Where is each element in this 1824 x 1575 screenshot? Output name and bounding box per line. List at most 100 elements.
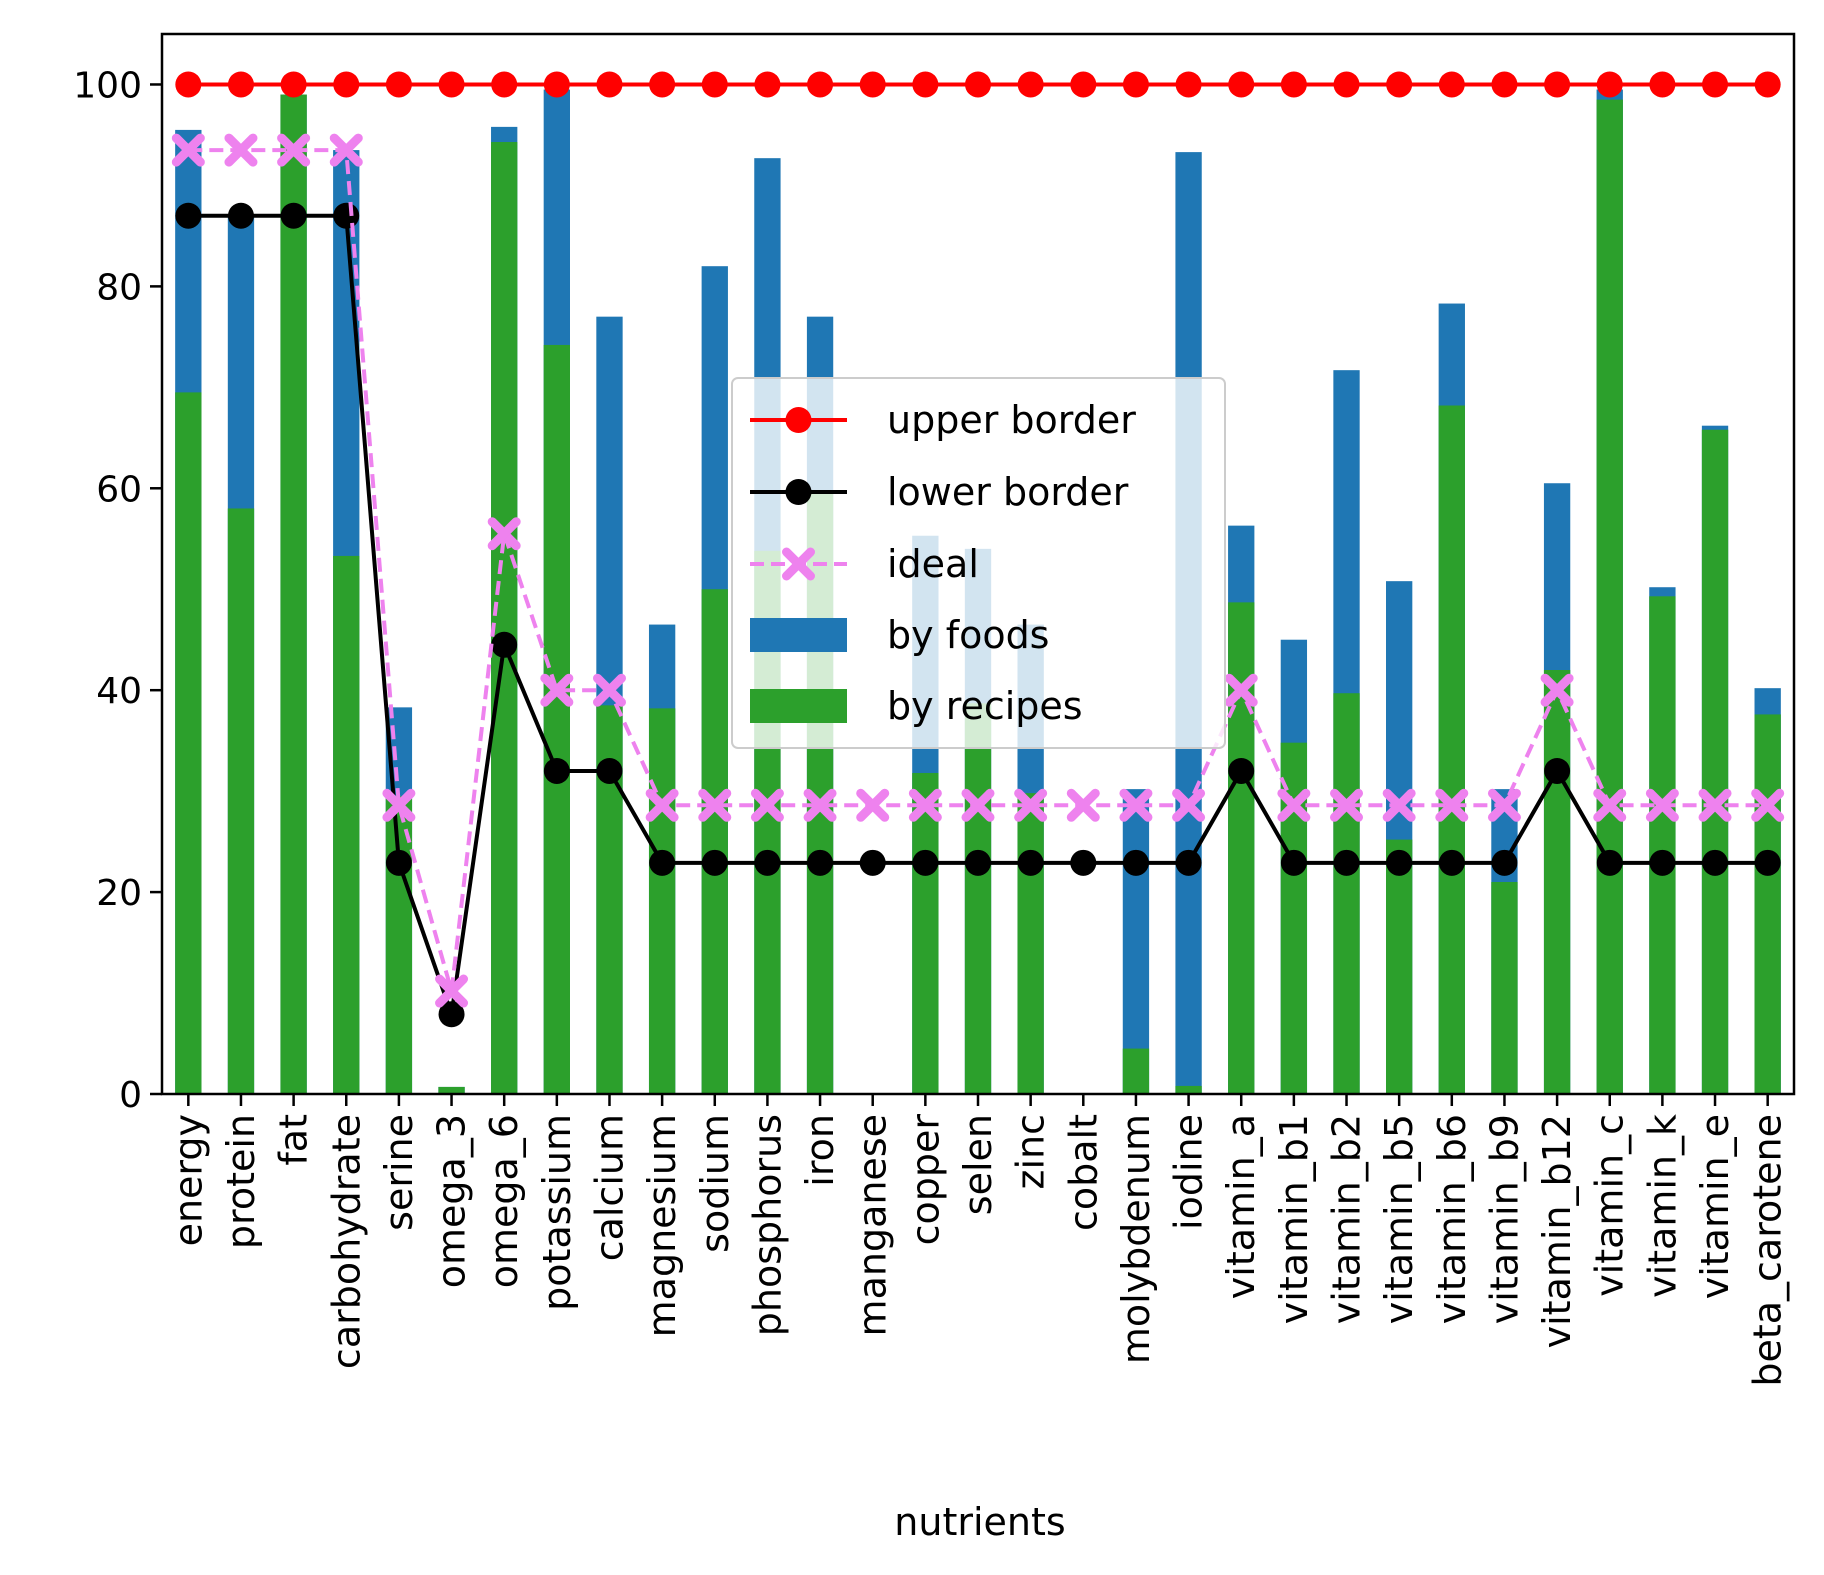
x-tick-label-energy: energy [166, 1114, 210, 1246]
x-tick-label-beta_carotene: beta_carotene [1746, 1114, 1790, 1387]
point-ideal-vitamin_b5 [1382, 788, 1416, 822]
point-lower-border-iron [807, 849, 834, 876]
legend-handle-marker-lower-border [785, 479, 812, 505]
point-lower-border-vitamin_k [1649, 849, 1676, 876]
point-ideal-zinc [1014, 788, 1048, 822]
y-tick-label-0: 0 [119, 1075, 142, 1116]
x-tick-label-sodium: sodium [693, 1114, 737, 1253]
legend-label-ideal: ideal [887, 542, 979, 586]
point-ideal-vitamin_e [1698, 788, 1732, 822]
x-tick-label-protein: protein [219, 1114, 263, 1249]
point-ideal-vitamin_b2 [1330, 788, 1364, 822]
point-upper-border-vitamin_b2 [1333, 71, 1360, 98]
point-lower-border-phosphorus [754, 849, 781, 876]
point-lower-border-vitamin_b12 [1544, 757, 1571, 784]
point-ideal-vitamin_b12 [1540, 673, 1574, 707]
legend-handle-marker-ideal [782, 547, 815, 581]
point-upper-border-manganese [859, 71, 886, 98]
point-upper-border-cobalt [1070, 71, 1097, 98]
x-tick-label-vitamin_b12: vitamin_b12 [1535, 1114, 1579, 1348]
point-ideal-phosphorus [750, 788, 784, 822]
point-upper-border-phosphorus [754, 71, 781, 98]
point-lower-border-sodium [701, 849, 728, 876]
y-tick-label-60: 60 [96, 469, 142, 510]
x-tick-label-molybdenum: molybdenum [1114, 1114, 1158, 1364]
legend-label-lower-border: lower border [887, 470, 1129, 514]
bars-layer [175, 89, 1781, 1095]
bar-by-recipes-selen [964, 703, 992, 1094]
point-ideal-potassium [540, 673, 574, 707]
point-upper-border-selen [965, 71, 991, 98]
legend-handle-marker-upper-border [785, 407, 812, 433]
bar-by-recipes-iodine [1175, 1085, 1202, 1094]
lines-layer [171, 71, 1785, 1028]
point-lower-border-energy [175, 202, 202, 229]
bar-by-recipes-carbohydrate [333, 555, 360, 1094]
point-ideal-omega_3 [435, 974, 469, 1008]
x-tick-label-vitamin_b1: vitamin_b1 [1272, 1114, 1316, 1324]
point-upper-border-vitamin_b12 [1544, 71, 1571, 98]
x-tick-label-vitamin_e: vitamin_e [1693, 1114, 1737, 1299]
bar-by-recipes-vitamin_b12 [1543, 670, 1571, 1094]
legend: upper border lower border ideal by foods by … [731, 377, 1226, 749]
point-lower-border-vitamin_b2 [1333, 849, 1360, 876]
point-lower-border-calcium [596, 757, 623, 784]
y-tick-label-100: 100 [73, 65, 142, 106]
point-upper-border-iodine [1175, 71, 1202, 98]
point-ideal-vitamin_k [1645, 788, 1679, 822]
bar-by-recipes-copper [912, 772, 939, 1094]
point-upper-border-copper [912, 71, 939, 98]
legend-label-upper-border: upper border [887, 398, 1136, 442]
point-upper-border-zinc [1017, 71, 1044, 98]
point-lower-border-vitamin_c [1596, 849, 1623, 876]
point-ideal-vitamin_b1 [1277, 788, 1311, 822]
point-lower-border-vitamin_b6 [1438, 849, 1465, 876]
x-tick-label-vitamin_k: vitamin_k [1640, 1114, 1684, 1298]
bar-by-recipes-zinc [1017, 793, 1044, 1094]
point-ideal-iodine [1172, 788, 1206, 822]
point-lower-border-zinc [1017, 849, 1044, 876]
point-ideal-vitamin_b9 [1487, 788, 1521, 822]
x-tick-label-calcium: calcium [587, 1114, 631, 1261]
bar-by-recipes-vitamin_e [1701, 429, 1729, 1094]
x-tick-label-selen: selen [956, 1114, 1000, 1215]
bar-by-foods-molybdenum [1122, 789, 1150, 1094]
point-ideal-vitamin_a [1224, 673, 1258, 707]
x-tick-label-vitamin_b5: vitamin_b5 [1377, 1114, 1421, 1324]
x-tick-label-fat: fat [272, 1114, 316, 1166]
legend-label-by-recipes: by recipes [887, 684, 1083, 728]
point-ideal-selen [961, 788, 995, 822]
point-upper-border-vitamin_e [1702, 71, 1729, 98]
bar-by-recipes-omega_6 [491, 142, 518, 1094]
bar-by-recipes-energy [175, 392, 202, 1094]
point-ideal-magnesium [645, 788, 679, 822]
x-tick-label-phosphorus: phosphorus [745, 1114, 789, 1336]
x-tick-label-iodine: iodine [1167, 1114, 1211, 1230]
point-ideal-calcium [592, 673, 626, 707]
point-ideal-sodium [698, 788, 732, 822]
point-lower-border-vitamin_b9 [1491, 849, 1518, 876]
bar-by-recipes-vitamin_b2 [1333, 693, 1360, 1094]
point-upper-border-omega_6 [491, 71, 518, 98]
bar-by-recipes-protein [227, 508, 255, 1094]
legend-box [731, 377, 1226, 749]
x-tick-label-omega_6: omega_6 [482, 1114, 526, 1288]
point-upper-border-vitamin_b5 [1386, 71, 1413, 98]
point-ideal-manganese [856, 788, 890, 822]
bar-by-recipes-sodium [701, 589, 728, 1094]
point-upper-border-potassium [543, 71, 570, 98]
point-lower-border-omega_6 [491, 631, 518, 658]
point-lower-border-beta_carotene [1754, 849, 1781, 876]
bar-by-recipes-potassium [543, 344, 570, 1094]
point-ideal-iron [803, 788, 837, 822]
bar-by-recipes-magnesium [648, 708, 676, 1094]
bar-by-recipes-omega_3 [438, 1086, 465, 1094]
x-tick-label-magnesium: magnesium [640, 1114, 684, 1337]
point-upper-border-iron [807, 71, 834, 98]
y-tick-label-40: 40 [96, 671, 142, 712]
x-tick-label-vitamin_b6: vitamin_b6 [1430, 1114, 1474, 1324]
point-ideal-molybdenum [1119, 788, 1153, 822]
point-lower-border-vitamin_a [1228, 757, 1255, 784]
point-upper-border-magnesium [649, 71, 676, 98]
